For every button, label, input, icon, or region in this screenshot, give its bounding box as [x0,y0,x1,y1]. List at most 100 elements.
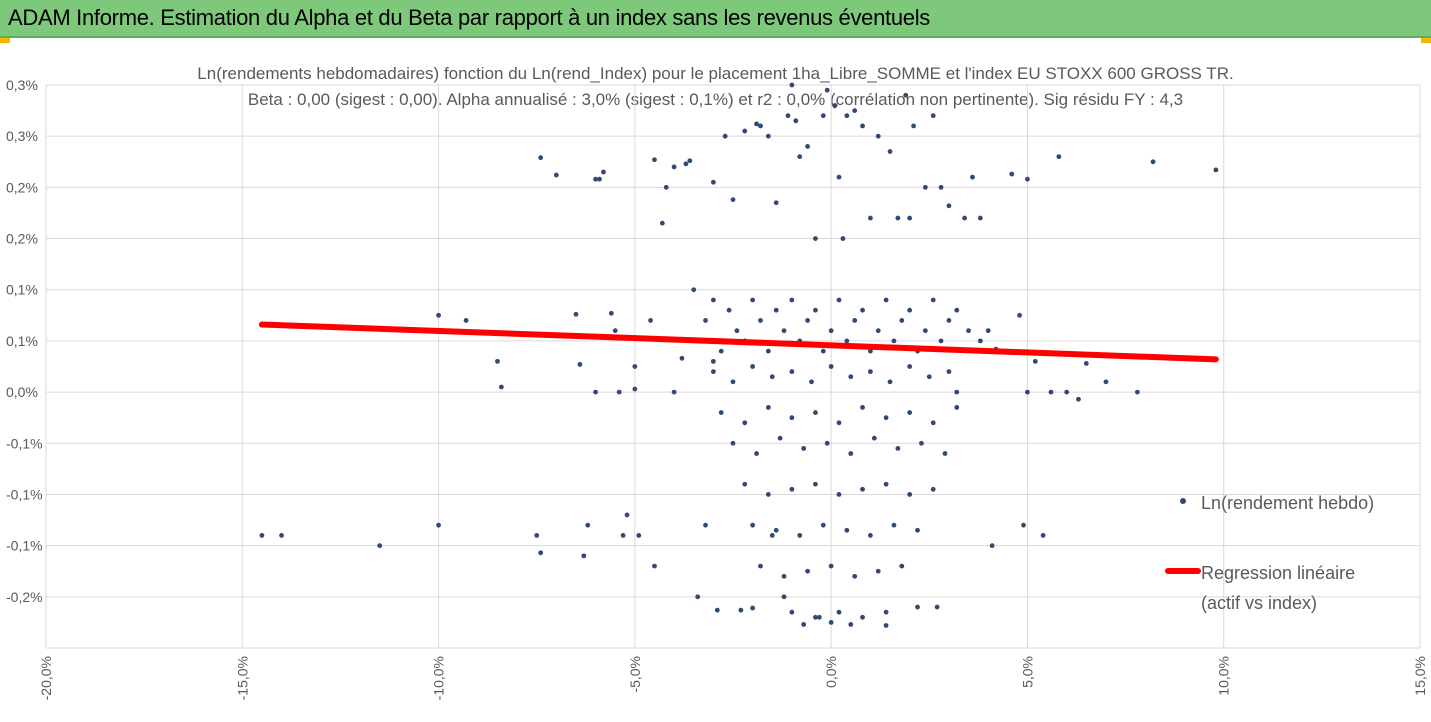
data-point [781,328,787,334]
data-point [769,533,775,538]
data-point [805,318,810,323]
data-point [793,118,799,124]
data-point [942,451,948,456]
data-point [903,92,909,98]
data-point [883,481,889,487]
y-tick-label: -0,1% [6,486,43,502]
data-point [691,287,697,293]
data-point [820,348,826,354]
data-point [946,203,952,209]
data-point [577,362,583,367]
corner-accent-right [1421,38,1431,43]
x-tick-label: 10,0% [1216,656,1232,696]
data-point [930,113,936,119]
data-point [789,369,795,375]
data-point [1032,358,1038,364]
data-point [259,533,265,538]
data-point [848,451,854,456]
data-point [777,435,783,441]
data-point [758,318,763,323]
y-tick-label: 0,2% [6,231,38,247]
data-point [891,338,897,344]
data-point [750,605,756,611]
data-point [844,338,850,344]
data-point [813,481,818,487]
y-tick-labels: 0,3% 0,3% 0,2% 0,2% 0,1% 0,1% 0,0% -0,1% -0,1% -0… [6,77,43,605]
data-point [683,161,689,167]
y-tick-label: 0,2% [6,179,38,195]
data-point [710,369,716,375]
data-point [813,410,818,415]
data-point [911,123,916,129]
data-point [915,527,920,533]
data-point [1076,396,1081,402]
data-point [573,311,579,317]
data-point [601,169,606,175]
data-point [1021,522,1026,528]
data-point [852,573,858,579]
data-point [887,379,893,385]
data-point [722,133,728,139]
data-point [1103,379,1109,385]
data-point [765,492,771,497]
data-point [977,215,983,221]
data-point [828,563,834,569]
data-point [809,379,814,385]
data-point [797,533,803,538]
data-point [1134,389,1140,395]
data-point [789,609,795,615]
x-tick-labels: -20,0% -15,0% -10,0% -5,0% 0,0% 5,0% 10,0% 15,0… [38,656,1428,700]
data-point [907,307,913,313]
data-point [962,215,968,221]
data-point [805,568,810,574]
data-point [824,87,830,93]
y-tick-label: -0,1% [6,538,43,554]
data-point [710,297,716,303]
data-point [860,486,865,492]
data-point [750,364,756,369]
data-point [860,307,865,313]
data-point [789,486,795,492]
data-point [875,328,881,334]
data-point [718,348,724,354]
data-point [612,328,618,334]
grid-layer [45,84,1421,649]
data-point [954,389,960,395]
data-point [852,108,858,113]
data-point [754,121,759,127]
data-point [797,154,803,160]
data-point [652,157,657,163]
data-point [875,568,881,574]
data-point [895,445,901,451]
data-point [714,607,720,613]
regression-line [258,321,1219,363]
data-point [934,604,940,610]
data-point [703,318,708,323]
data-point [734,328,740,334]
data-point [848,374,854,380]
chart-subtitle: Beta : 0,00 (sigest : 0,00). Alpha annua… [247,90,1184,109]
data-point [915,604,920,610]
chart-title: Ln(rendements hebdomadaires) fonction du… [197,64,1234,83]
data-point [789,415,795,421]
legend-regression-label-2: (actif vs index) [1201,593,1318,613]
data-point [620,533,626,538]
y-tick-label: 0,0% [6,384,38,400]
data-point [695,594,701,600]
data-point [824,440,830,446]
data-point [930,486,936,492]
data-point [742,128,748,134]
data-point [844,113,850,119]
x-tick-label: 0,0% [823,656,839,688]
data-point [919,440,924,446]
data-point [498,384,504,390]
data-point [765,133,771,139]
x-tick-label: -20,0% [38,656,54,700]
data-point [922,328,928,334]
data-point [883,609,889,615]
data-point [926,374,932,380]
y-tick-label: 0,1% [6,282,38,298]
x-tick-label: -10,0% [431,656,447,700]
data-point [581,553,587,559]
